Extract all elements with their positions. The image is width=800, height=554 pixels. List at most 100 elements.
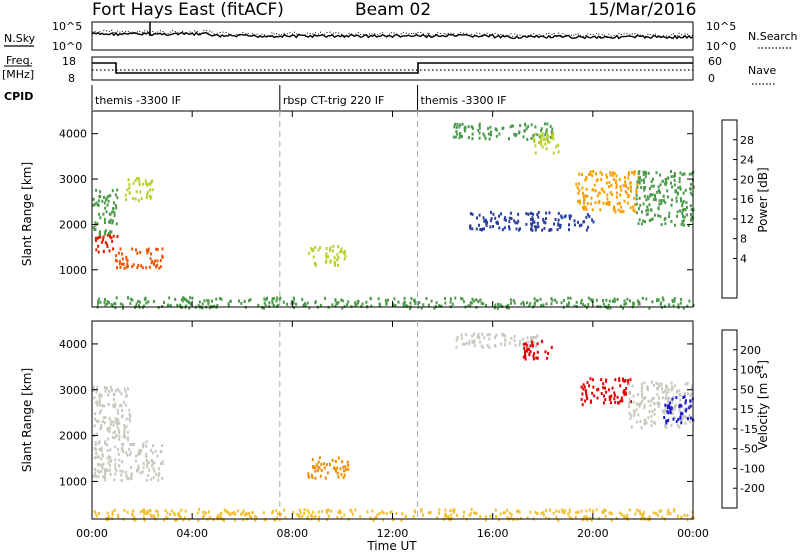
scatter-point (681, 204, 684, 208)
scatter-point (152, 467, 155, 471)
scatter-point (333, 256, 336, 260)
scatter-point (627, 195, 629, 199)
scatter-point (303, 512, 306, 515)
scatter-point (493, 306, 496, 310)
scatter-point (454, 135, 457, 139)
scatter-point (151, 451, 154, 455)
scatter-point (530, 336, 533, 340)
scatter-point (422, 303, 425, 307)
scatter-point (677, 186, 680, 190)
freq-label: Freq. (6, 54, 33, 67)
scatter-point (635, 202, 638, 206)
scatter-point (589, 172, 592, 176)
scatter-blob (452, 122, 554, 141)
scatter-point (149, 509, 152, 513)
scatter-point (178, 514, 181, 518)
nsky-frame (91, 21, 694, 51)
scatter-point (532, 212, 535, 216)
scatter-point (532, 354, 535, 358)
scatter-point (533, 301, 536, 305)
scatter-point (550, 345, 553, 349)
scatter-point (526, 336, 529, 340)
scatter-point (679, 209, 681, 213)
scatter-point (241, 511, 244, 515)
scatter-point (678, 180, 681, 184)
scatter-point (104, 241, 107, 244)
scatter-point (586, 381, 589, 384)
scatter-point (102, 238, 104, 242)
scatter-point (498, 226, 501, 230)
scatter-point (524, 352, 526, 356)
scatter-point (603, 508, 606, 512)
scatter-point (591, 378, 594, 382)
scatter-point (605, 390, 608, 394)
scatter-point (644, 186, 647, 189)
scatter-point (137, 464, 140, 468)
freq-unit-label: [MHz] (2, 68, 34, 81)
scatter-point (564, 509, 567, 513)
scatter-point (149, 513, 152, 517)
scatter-point (377, 297, 380, 301)
scatter-point (672, 509, 675, 513)
scatter-point (116, 408, 119, 412)
scatter-point (116, 235, 119, 238)
scatter-point (650, 218, 653, 222)
scatter-point (619, 185, 622, 189)
scatter-point (588, 508, 591, 512)
scatter-point (586, 518, 588, 522)
scatter-point (644, 175, 647, 179)
scatter-point (610, 518, 613, 522)
scatter-point (126, 264, 129, 268)
scatter-point (189, 296, 192, 300)
scatter-point (601, 172, 604, 176)
scatter-point (613, 397, 616, 401)
scatter-point (456, 132, 459, 136)
scatter-point (153, 514, 155, 518)
scatter-point (585, 228, 588, 232)
scatter-point (105, 210, 108, 214)
scatter-point (337, 245, 340, 249)
scatter-point (679, 187, 682, 191)
scatter-point (335, 469, 337, 473)
scatter-point (595, 172, 597, 176)
scatter-point (207, 302, 210, 306)
scatter-point (121, 414, 124, 418)
scatter-point (661, 396, 664, 400)
scatter-point (532, 220, 535, 224)
scatter-point (137, 199, 140, 203)
scatter-point (137, 177, 140, 180)
cpid-segment-label: themis -3300 IF (421, 94, 507, 107)
scatter-point (559, 224, 562, 227)
scatter-point (589, 298, 592, 302)
scatter-point (657, 298, 660, 302)
scatter-point (111, 239, 114, 243)
scatter-point (108, 233, 111, 237)
scatter-point (469, 212, 472, 216)
scatter-point (596, 194, 599, 198)
scatter-point (169, 304, 172, 308)
scatter-point (295, 302, 298, 306)
scatter-point (616, 298, 619, 301)
scatter-point (314, 301, 317, 305)
scatter-point (98, 403, 101, 407)
scatter-point (689, 204, 692, 208)
scatter-point (93, 412, 96, 416)
scatter-point (661, 390, 664, 394)
scatter-point (95, 239, 97, 243)
scatter-point (104, 206, 107, 210)
y-tick-label: 2000 (59, 430, 87, 443)
scatter-point (483, 219, 486, 223)
scatter-point (647, 197, 650, 201)
scatter-point (607, 388, 610, 392)
scatter-point (97, 199, 100, 203)
scatter-point (372, 519, 375, 522)
scatter-point (120, 403, 123, 407)
scatter-point (587, 296, 590, 300)
scatter-point (475, 227, 478, 231)
scatter-point (680, 419, 683, 423)
scatter-point (522, 300, 525, 304)
scatter-point (385, 301, 388, 305)
scatter-point (229, 299, 232, 303)
scatter-point (486, 333, 489, 337)
scatter-point (223, 508, 226, 512)
